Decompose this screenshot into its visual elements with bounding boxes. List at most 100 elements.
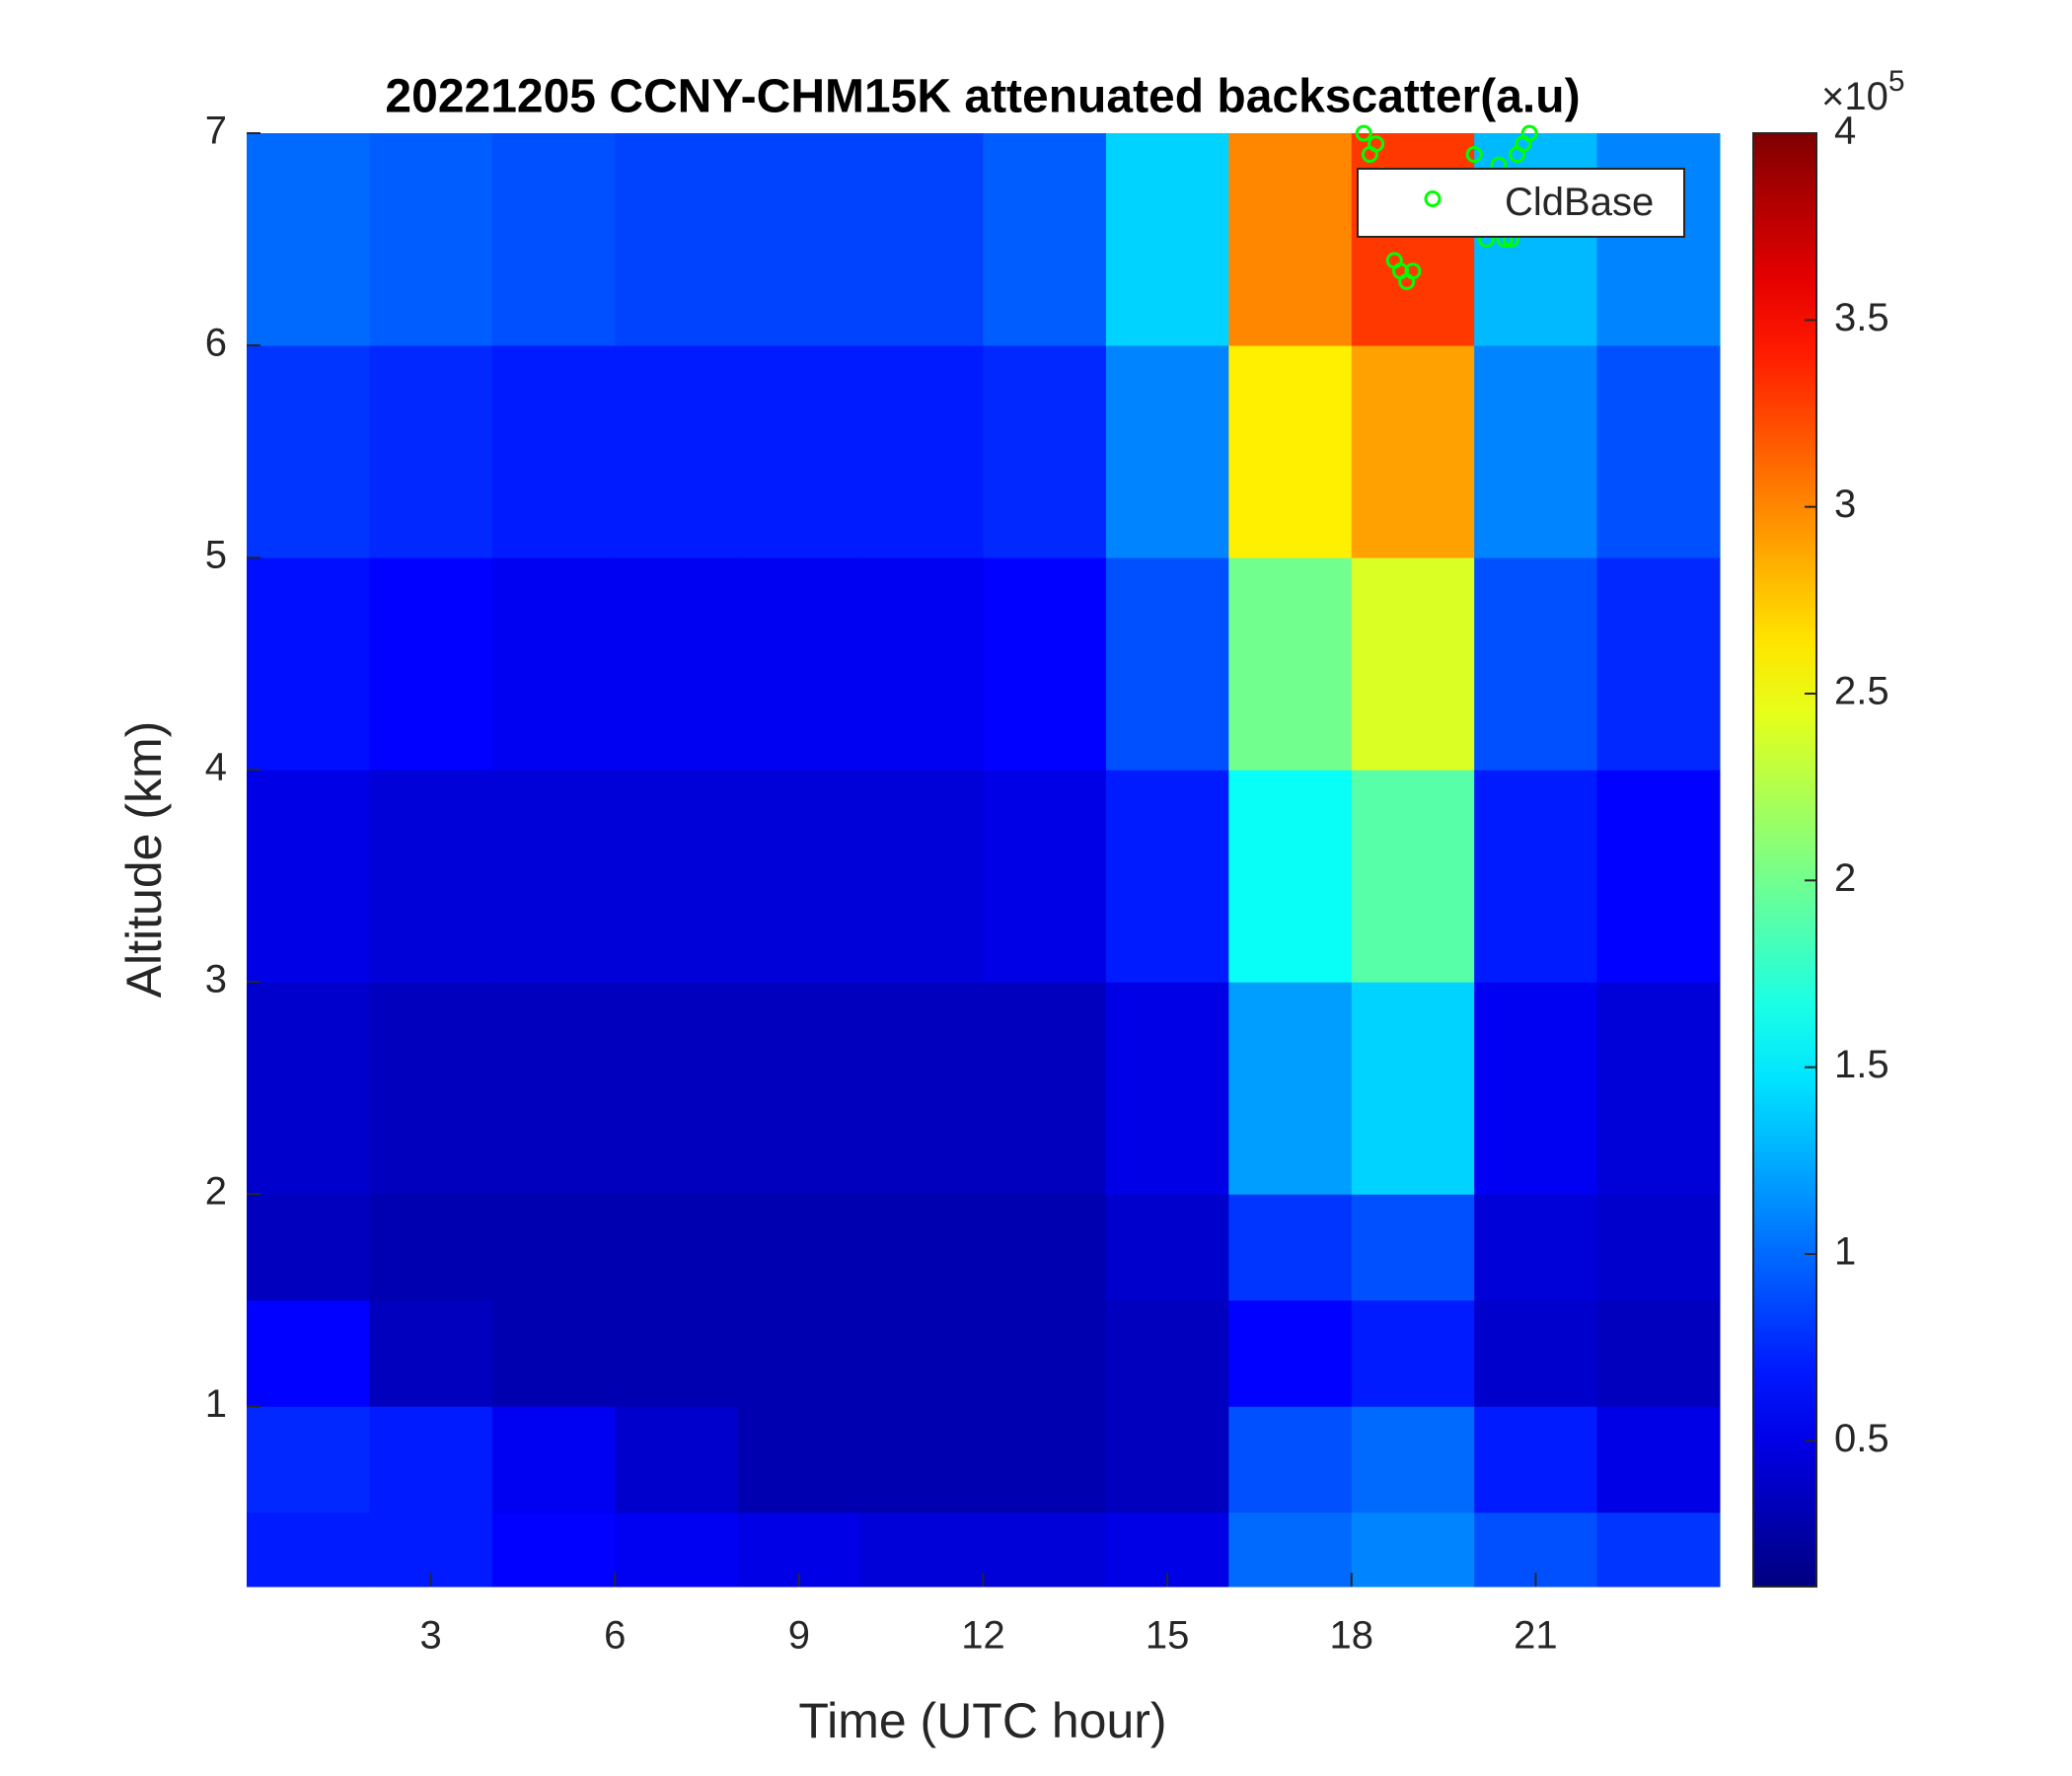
colorbar-tick-label: 3.5 bbox=[1834, 296, 1889, 339]
x-tick-label: 6 bbox=[604, 1614, 626, 1658]
heatmap-cell bbox=[1351, 133, 1475, 346]
heatmap-cell bbox=[1596, 1406, 1721, 1514]
x-tick-label: 3 bbox=[420, 1614, 442, 1658]
heatmap-cell bbox=[615, 345, 739, 558]
y-tick-label: 5 bbox=[205, 534, 227, 577]
heatmap-cell bbox=[860, 1512, 984, 1588]
heatmap-cell bbox=[247, 557, 370, 771]
heatmap-cell bbox=[1228, 770, 1353, 983]
colorbar-multiplier: ×10 bbox=[1821, 75, 1888, 118]
heatmap-cell bbox=[1228, 345, 1353, 558]
heatmap-cell bbox=[247, 345, 370, 558]
heatmap-cell bbox=[983, 557, 1107, 771]
heatmap-cell bbox=[983, 770, 1107, 983]
heatmap-cell bbox=[1596, 133, 1721, 346]
heatmap-cell bbox=[369, 982, 493, 1195]
heatmap-cell bbox=[983, 982, 1107, 1195]
heatmap-cell bbox=[1474, 557, 1598, 771]
heatmap-cell bbox=[983, 345, 1107, 558]
heatmap-cell bbox=[1105, 1299, 1229, 1407]
heatmap-cell bbox=[491, 982, 616, 1195]
y-tick-label: 4 bbox=[205, 746, 227, 789]
colorbar-tick-label: 2 bbox=[1834, 856, 1856, 900]
colorbar-power: 5 bbox=[1888, 65, 1905, 98]
heatmap-cell bbox=[1228, 133, 1353, 346]
heatmap-cell bbox=[1228, 1406, 1353, 1514]
heatmap-cell bbox=[491, 1194, 616, 1301]
heatmap-cell bbox=[491, 133, 616, 346]
heatmap-cell bbox=[1228, 557, 1353, 771]
heatmap-cell bbox=[737, 133, 861, 346]
heatmap-cell bbox=[1351, 557, 1475, 771]
heatmap-cell bbox=[737, 1194, 861, 1301]
heatmap-cell bbox=[491, 1406, 616, 1514]
heatmap-cell bbox=[737, 1299, 861, 1407]
heatmap-cell bbox=[860, 557, 984, 771]
heatmap-cell bbox=[615, 770, 739, 983]
y-axis-label: Altitude (km) bbox=[116, 721, 172, 999]
heatmap-cell bbox=[369, 1299, 493, 1407]
heatmap-cell bbox=[983, 1406, 1107, 1514]
heatmap-cell bbox=[247, 1406, 370, 1514]
heatmap-cell bbox=[615, 1512, 739, 1588]
heatmap-cell bbox=[615, 1194, 739, 1301]
heatmap-cell bbox=[983, 1194, 1107, 1301]
heatmap-cell bbox=[615, 1406, 739, 1514]
heatmap-cell bbox=[1474, 1406, 1598, 1514]
heatmap-cell bbox=[1351, 1194, 1475, 1301]
heatmap-cell bbox=[1351, 770, 1475, 983]
colorbar-tick-label: 2.5 bbox=[1834, 670, 1889, 713]
heatmap-cell bbox=[1596, 982, 1721, 1195]
heatmap-cell bbox=[1596, 1512, 1721, 1588]
heatmap-cell bbox=[1228, 982, 1353, 1195]
heatmap-cell bbox=[491, 770, 616, 983]
legend-marker bbox=[1424, 190, 1442, 207]
heatmap-cell bbox=[1351, 345, 1475, 558]
heatmap-cell bbox=[491, 1512, 616, 1588]
heatmap-cell bbox=[615, 982, 739, 1195]
legend-label: CldBase bbox=[1505, 181, 1654, 224]
heatmap-cell bbox=[1105, 770, 1229, 983]
legend-box bbox=[1357, 168, 1685, 238]
heatmap-cell bbox=[247, 770, 370, 983]
heatmap-cell bbox=[737, 557, 861, 771]
heatmap-cell bbox=[1351, 982, 1475, 1195]
heatmap-cell bbox=[983, 1512, 1107, 1588]
heatmap-cell bbox=[615, 557, 739, 771]
heatmap-cell bbox=[369, 1406, 493, 1514]
heatmap-cell bbox=[1228, 1194, 1353, 1301]
heatmap-cell bbox=[1351, 1299, 1475, 1407]
cloud-base-point bbox=[1520, 124, 1538, 142]
heatmap-cell bbox=[983, 1299, 1107, 1407]
y-tick-label: 7 bbox=[205, 110, 227, 153]
heatmap-cell bbox=[1474, 1194, 1598, 1301]
heatmap-cell bbox=[1105, 133, 1229, 346]
heatmap-cell bbox=[369, 770, 493, 983]
heatmap-cell bbox=[615, 1299, 739, 1407]
heatmap-cell bbox=[491, 557, 616, 771]
heatmap-cell bbox=[1474, 345, 1598, 558]
heatmap-cell bbox=[247, 1194, 370, 1301]
x-tick-label: 21 bbox=[1514, 1614, 1558, 1658]
heatmap-cell bbox=[615, 133, 739, 346]
colorbar-tick-label: 3 bbox=[1834, 482, 1856, 526]
colorbar-exponent: ×105 bbox=[1821, 65, 1905, 118]
y-tick-label: 2 bbox=[205, 1170, 227, 1214]
cloud-base-point bbox=[1355, 124, 1372, 142]
x-axis-label: Time (UTC hour) bbox=[798, 1693, 1166, 1748]
heatmap-cell bbox=[369, 133, 493, 346]
heatmap-cell bbox=[1228, 1512, 1353, 1588]
heatmap-cell bbox=[1228, 1299, 1353, 1407]
heatmap-cell bbox=[369, 345, 493, 558]
heatmap-cell bbox=[1474, 770, 1598, 983]
heatmap-cell bbox=[491, 1299, 616, 1407]
colorbar-tick-label: 1.5 bbox=[1834, 1043, 1889, 1086]
heatmap-cell bbox=[1596, 1299, 1721, 1407]
heatmap-cell bbox=[1105, 982, 1229, 1195]
heatmap-cell bbox=[247, 1512, 370, 1588]
x-tick-label: 9 bbox=[788, 1614, 810, 1658]
heatmap-cell bbox=[737, 1406, 861, 1514]
heatmap-cell bbox=[369, 1194, 493, 1301]
heatmap-cell bbox=[1105, 557, 1229, 771]
